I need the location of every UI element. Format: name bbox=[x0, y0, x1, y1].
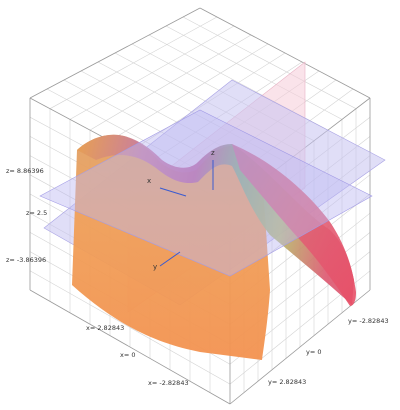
y-tick-2: y= 0 bbox=[306, 348, 322, 356]
box-edge bbox=[29, 289, 231, 405]
sheet-right-lobe bbox=[232, 144, 356, 306]
y-axis-line bbox=[159, 251, 181, 267]
box-edge bbox=[199, 7, 371, 99]
box-edge bbox=[29, 7, 201, 99]
axis-indicators bbox=[159, 160, 214, 267]
x-tick-3: x= -2.82843 bbox=[148, 379, 189, 387]
x-axis-line bbox=[159, 187, 187, 197]
sheet-front-face bbox=[72, 134, 270, 360]
y-tick-labels: y= -2.82843 y= 0 y= 2.82843 bbox=[268, 317, 389, 386]
y-tick-1: y= -2.82843 bbox=[348, 317, 389, 325]
y-tick-3: y= 2.82843 bbox=[268, 378, 306, 386]
box-edge bbox=[229, 289, 371, 405]
z-axis-name: z bbox=[211, 149, 215, 157]
x-tick-1: x= 2.82843 bbox=[86, 324, 124, 332]
grid-line bbox=[29, 270, 231, 385]
z-tick-mid: z= 2.5 bbox=[26, 209, 47, 217]
y-axis-name: y bbox=[153, 263, 157, 271]
horizontal-plane bbox=[39, 109, 373, 277]
x-tick-2: x= 0 bbox=[120, 351, 136, 359]
z-tick-labels: z= 8.86396 z= 2.5 z= -3.86396 bbox=[6, 167, 47, 264]
x-tick-labels: x= 2.82843 x= 0 x= -2.82843 bbox=[86, 324, 189, 387]
z-tick-top: z= 8.86396 bbox=[6, 167, 44, 175]
z-tick-bottom: z= -3.86396 bbox=[6, 256, 46, 264]
curved-sheet bbox=[72, 134, 356, 360]
x-axis-name: x bbox=[147, 177, 151, 185]
